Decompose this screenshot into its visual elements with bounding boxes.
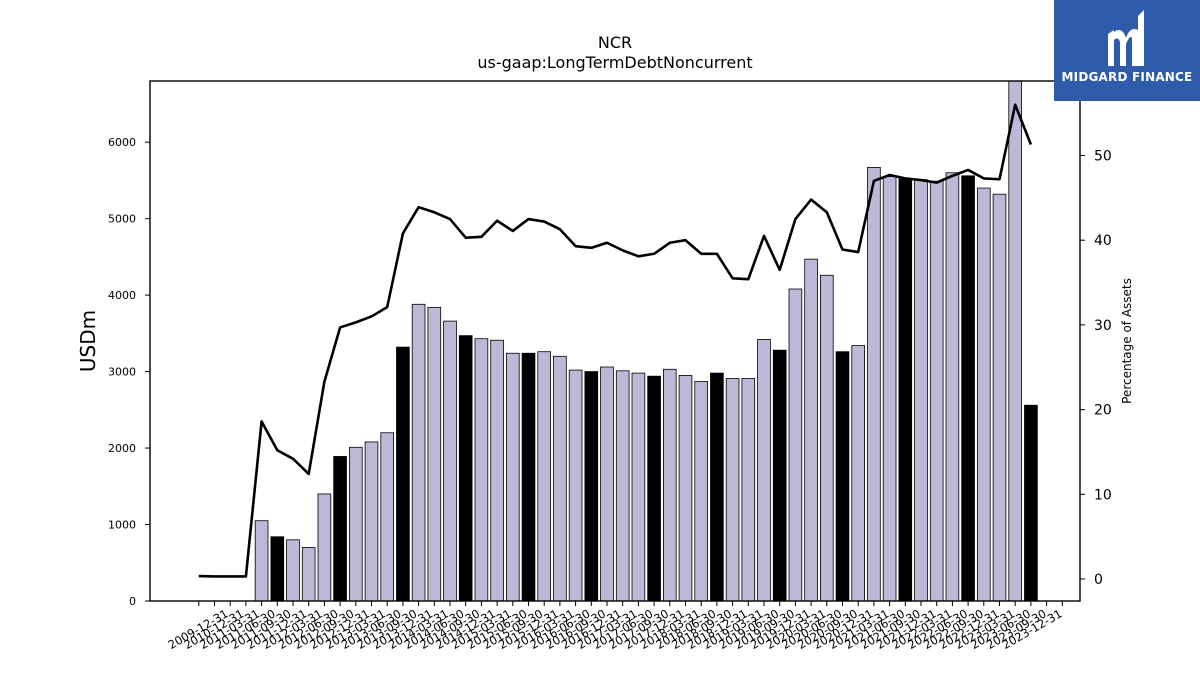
bar-2019-12-31 — [804, 258, 818, 601]
bar-2018-12-31 — [741, 378, 756, 601]
bar-2019-06-30 — [772, 349, 787, 601]
y2-tick-label-10: 10 — [1094, 487, 1112, 503]
bar-2013-03-31 — [380, 432, 394, 601]
bar-2021-12-31 — [929, 180, 944, 601]
bar-2012-06-30 — [333, 456, 347, 601]
bar-2014-06-30 — [458, 335, 473, 601]
bar-2021-06-30 — [898, 178, 913, 601]
bar-2015-12-31 — [553, 355, 567, 601]
bars-layer — [254, 81, 1038, 601]
bar-2020-12-31 — [867, 167, 881, 601]
bar-2021-03-31 — [882, 176, 897, 601]
midgard-logo-icon — [1108, 10, 1144, 66]
bar-2013-12-31 — [427, 306, 442, 601]
bar-2020-03-31 — [820, 274, 834, 601]
axes-layer: 0100020003000400050006000010203040502009… — [108, 80, 1112, 652]
bar-2022-09-30 — [977, 187, 991, 601]
chart-subtitle: us-gaap:LongTermDebtNoncurrent — [477, 53, 752, 72]
bar-2016-06-30 — [584, 371, 599, 601]
bar-2016-03-31 — [568, 369, 583, 601]
bar-2012-03-31 — [317, 493, 332, 601]
bar-2011-12-31 — [301, 547, 316, 601]
bar-2022-06-30 — [961, 175, 975, 601]
y-tick-label-5000: 5000 — [108, 213, 136, 226]
y-tick-label-2000: 2000 — [108, 442, 136, 455]
bar-2022-12-31 — [992, 193, 1007, 601]
bar-2016-12-31 — [615, 370, 630, 601]
y2-tick-label-50: 50 — [1094, 149, 1112, 165]
bar-2012-09-30 — [348, 446, 363, 601]
bar-2013-09-30 — [411, 303, 426, 601]
y-tick-label-1000: 1000 — [108, 519, 136, 532]
chart-title: NCR — [598, 33, 632, 52]
plot-frame — [149, 80, 1081, 602]
bar-2013-06-30 — [396, 346, 410, 601]
bar-2017-09-30 — [663, 368, 677, 601]
bar-2018-03-31 — [694, 381, 708, 601]
bar-2022-03-31 — [945, 172, 960, 601]
bar-2011-06-30 — [270, 536, 285, 601]
bar-2014-12-31 — [490, 339, 504, 601]
bar-2023-06-30 — [1024, 404, 1038, 601]
y2-axis-label: Percentage of Assets — [1120, 278, 1134, 404]
bar-2011-09-30 — [286, 539, 300, 601]
bar-2014-03-31 — [443, 320, 457, 601]
bar-2018-09-30 — [725, 378, 740, 601]
bar-2018-06-30 — [710, 372, 724, 601]
bar-2017-12-31 — [678, 375, 693, 601]
logo-text: MIDGARD FINANCE — [1061, 70, 1193, 84]
bar-2020-09-30 — [851, 345, 865, 601]
line-layer — [198, 103, 1033, 578]
y2-tick-label-30: 30 — [1094, 318, 1112, 334]
bar-2014-09-30 — [474, 338, 489, 601]
bar-2017-06-30 — [647, 375, 661, 601]
bar-2011-03-31 — [254, 520, 269, 601]
y2-tick-label-0: 0 — [1094, 572, 1103, 588]
bar-2020-06-30 — [835, 351, 850, 601]
y-tick-label-0: 0 — [129, 595, 136, 608]
bar-2019-03-31 — [757, 339, 771, 601]
bar-2015-06-30 — [521, 352, 536, 601]
y-tick-label-4000: 4000 — [108, 289, 136, 302]
bar-2023-03-31 — [1008, 81, 1022, 601]
y-tick-label-6000: 6000 — [108, 136, 136, 149]
y-tick-label-3000: 3000 — [108, 366, 136, 379]
bar-2021-09-30 — [914, 179, 928, 601]
y2-tick-label-20: 20 — [1094, 403, 1112, 419]
bar-2012-12-31 — [364, 441, 379, 601]
bar-2015-09-30 — [537, 351, 551, 601]
y2-tick-label-40: 40 — [1094, 233, 1112, 249]
bar-2016-09-30 — [600, 366, 614, 601]
y-axis-label: USDm — [76, 310, 100, 372]
midgard-finance-logo: MIDGARD FINANCE — [1054, 0, 1200, 101]
bar-2017-03-31 — [631, 372, 646, 601]
bar-2019-09-30 — [788, 288, 803, 601]
percentage-of-assets-line — [198, 103, 1033, 578]
bar-2015-03-31 — [505, 352, 520, 601]
